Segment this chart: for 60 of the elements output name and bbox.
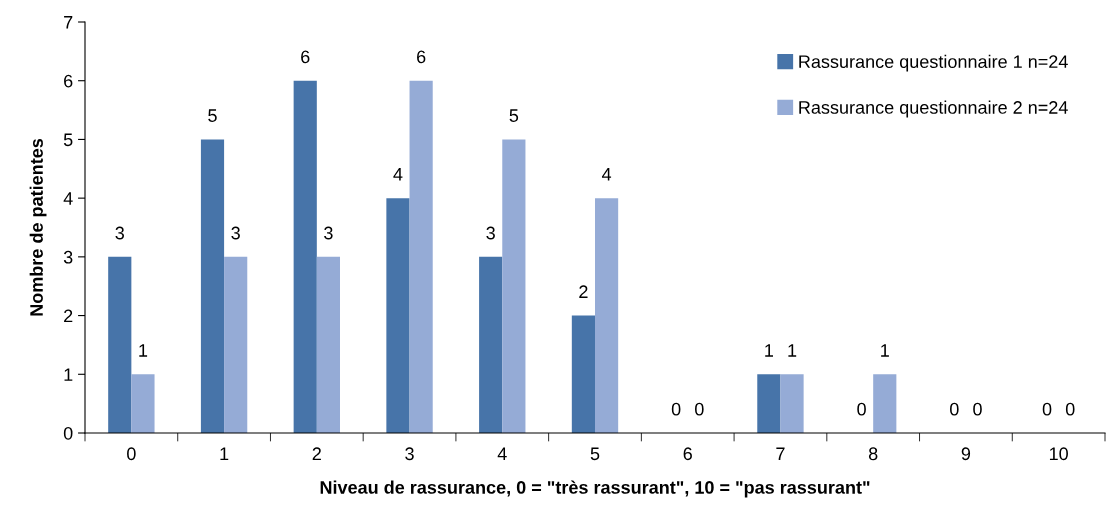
bar [571, 315, 595, 433]
x-tick-label: 9 [961, 447, 971, 461]
data-label: 3 [231, 226, 240, 240]
data-label: 6 [417, 50, 426, 64]
y-tick-label: 4 [63, 192, 73, 205]
data-label: 1 [788, 344, 797, 357]
y-tick-label: 0 [63, 426, 73, 440]
x-tick-label: 5 [590, 447, 600, 461]
data-label: 0 [695, 402, 704, 416]
data-label: 3 [486, 226, 495, 240]
data-label: 5 [509, 109, 519, 122]
bar [502, 139, 526, 433]
bar [131, 374, 155, 433]
data-label: 6 [301, 50, 310, 64]
data-label: 0 [950, 402, 959, 416]
data-label: 0 [1042, 402, 1052, 416]
bar [873, 374, 897, 433]
x-tick-label: 0 [127, 447, 136, 461]
x-tick-label: 2 [312, 447, 321, 460]
bar [316, 256, 340, 433]
legend-label: Rassurance questionnaire 2 n=24 [799, 100, 1068, 118]
x-tick-label: 10 [1049, 447, 1068, 461]
data-label: 3 [324, 226, 333, 240]
data-label: 4 [393, 168, 403, 181]
x-axis-title: Niveau de rassurance, 0 = "très rassurant", 10 = "pas rassurant" [320, 480, 870, 498]
x-tick-label: 7 [776, 447, 785, 460]
data-label: 0 [671, 402, 681, 416]
y-tick-label: 1 [64, 368, 73, 381]
bar [780, 374, 804, 433]
x-tick-label: 6 [683, 447, 692, 461]
bar [224, 256, 248, 433]
y-tick-label: 2 [64, 309, 73, 323]
bar [595, 198, 619, 433]
bar [757, 374, 781, 433]
data-label: 1 [139, 344, 148, 357]
y-tick-label: 6 [64, 74, 73, 88]
bar [479, 256, 503, 433]
data-label: 3 [115, 226, 124, 240]
y-axis-title: Nombre de patientes [29, 138, 47, 316]
bar [386, 198, 410, 433]
bar [409, 80, 433, 433]
y-tick-label: 7 [64, 16, 73, 29]
x-tick-label: 4 [497, 447, 507, 460]
bar [108, 256, 132, 433]
x-tick-label: 3 [405, 447, 414, 461]
data-label: 4 [601, 168, 612, 181]
data-label: 2 [579, 285, 588, 298]
data-label: 0 [857, 402, 866, 416]
data-label: 1 [881, 344, 889, 357]
x-tick-label: 1 [220, 447, 229, 460]
bar [200, 139, 225, 433]
data-label: 1 [765, 344, 773, 357]
legend-label: Rassurance questionnaire 1 n=24 [799, 54, 1068, 72]
data-label: 0 [1065, 402, 1075, 416]
data-label: 0 [973, 402, 982, 416]
x-tick-label: 8 [868, 447, 878, 461]
data-label: 5 [208, 109, 217, 122]
y-tick-label: 3 [63, 250, 73, 264]
bar [293, 80, 317, 433]
y-tick-label: 5 [63, 133, 73, 147]
